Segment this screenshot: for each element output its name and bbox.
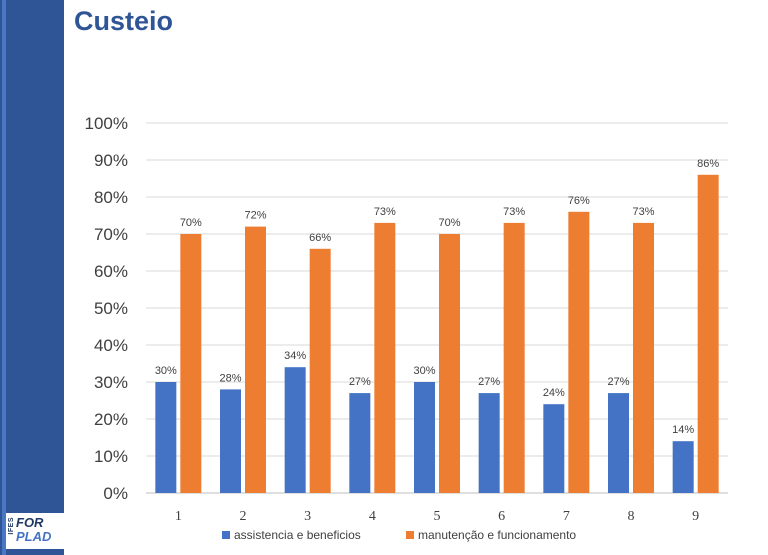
bar [309, 248, 331, 493]
bar [155, 382, 177, 493]
bar [439, 234, 460, 493]
bar-series [155, 174, 719, 494]
y-tick-label: 50% [94, 299, 128, 318]
y-tick-label: 10% [94, 447, 128, 466]
bar [608, 393, 629, 493]
logo-line1: FOR [16, 515, 44, 530]
bar [543, 404, 565, 493]
logo-text: FOR PLAD [16, 516, 51, 544]
x-tick-label: 5 [434, 509, 441, 524]
data-label: 86% [697, 158, 719, 170]
data-label: 76% [568, 195, 590, 207]
data-label: 27% [607, 376, 629, 388]
data-label: 27% [478, 376, 500, 388]
data-label: 66% [309, 232, 331, 244]
bar [672, 441, 694, 493]
chart-legend: assistencia e beneficios manutenção e fun… [222, 528, 576, 542]
bar-chart: 0%10%20%30%40%50%60%70%80%90%100% 30%70%… [85, 114, 728, 542]
bar [374, 222, 396, 493]
data-label: 72% [244, 210, 266, 222]
data-label: 24% [543, 387, 565, 399]
y-tick-label: 60% [94, 262, 128, 281]
data-label: 27% [349, 376, 371, 388]
x-axis: 1 2 3 4 5 6 7 8 9 [175, 509, 699, 524]
y-tick-label: 80% [94, 188, 128, 207]
x-tick-label: 9 [692, 509, 699, 524]
page-title: Custeio [74, 6, 174, 36]
logo-small-text: IFES [8, 517, 15, 535]
x-tick-label: 1 [175, 509, 182, 524]
x-tick-label: 7 [563, 509, 570, 524]
bar [245, 226, 266, 493]
bar [220, 389, 241, 493]
forplad-logo: IFES FOR PLAD [6, 513, 64, 549]
bar [414, 382, 435, 493]
y-tick-label: 40% [94, 336, 128, 355]
y-tick-label: 90% [94, 151, 128, 170]
data-label: 30% [413, 365, 435, 377]
data-label: 30% [155, 365, 177, 377]
legend-label: assistencia e beneficios [234, 528, 361, 542]
data-label: 73% [632, 206, 654, 218]
bar [180, 234, 202, 493]
y-tick-label: 0% [103, 484, 128, 503]
bar [349, 393, 371, 493]
y-tick-label: 30% [94, 373, 128, 392]
bar [503, 222, 525, 493]
sidebar-edge-stripe [2, 0, 6, 555]
data-label: 73% [503, 206, 525, 218]
legend-swatch [406, 531, 414, 539]
x-tick-label: 4 [369, 509, 376, 524]
data-labels: 30% 70% 28% 72% 34% 66% 27% 73% 30% 70% 27% 73% 24% 7… [155, 158, 720, 436]
data-label: 14% [672, 424, 694, 436]
bar [284, 367, 306, 493]
data-label: 34% [284, 350, 306, 362]
legend-label: manutenção e funcionamento [418, 528, 576, 542]
bar [633, 222, 654, 493]
y-tick-label: 100% [85, 114, 128, 133]
bar [478, 393, 500, 493]
grid-lines [146, 122, 728, 494]
x-tick-label: 3 [304, 509, 311, 524]
data-label: 70% [180, 217, 202, 229]
y-axis: 0% 10% 20% 30% 40% 50% 60% 70% 80% 90% 100% [85, 114, 128, 503]
legend-swatch [222, 531, 230, 539]
data-label: 28% [219, 372, 241, 384]
logo-line2: PLAD [16, 529, 52, 544]
bar [568, 211, 590, 494]
x-tick-label: 6 [498, 509, 505, 524]
data-label: 73% [374, 206, 396, 218]
x-tick-label: 8 [628, 509, 635, 524]
data-label: 70% [438, 217, 460, 229]
sidebar-band [0, 0, 64, 555]
y-tick-label: 70% [94, 225, 128, 244]
bar [697, 174, 719, 494]
x-tick-label: 2 [240, 509, 247, 524]
y-tick-label: 20% [94, 410, 128, 429]
